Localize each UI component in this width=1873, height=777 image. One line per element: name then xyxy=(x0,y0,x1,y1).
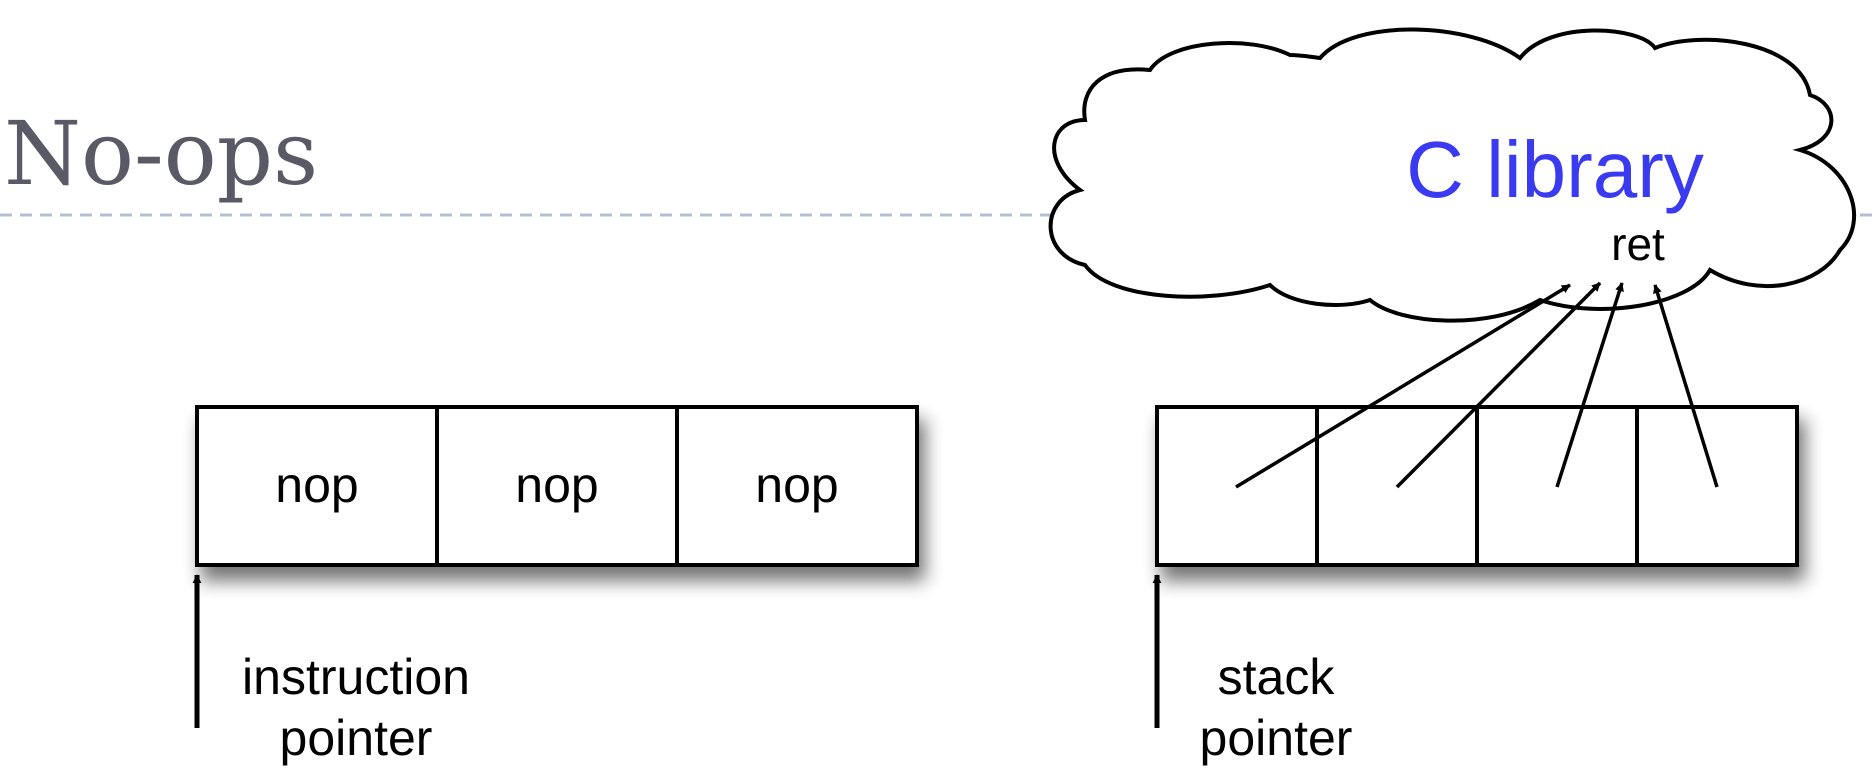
instruction-pointer-label-line1: instruction xyxy=(242,649,470,705)
stack-pointer-label-line2: pointer xyxy=(1200,710,1353,766)
instruction-cell-label: nop xyxy=(755,457,838,513)
instruction-cell xyxy=(675,405,919,567)
instruction-cell-label: nop xyxy=(275,457,358,513)
cloud-shape xyxy=(1048,27,1857,323)
instruction-array xyxy=(195,405,919,567)
c-library-label: C library xyxy=(1406,125,1704,214)
ret-label: ret xyxy=(1611,218,1665,270)
return-address-arrow xyxy=(1235,283,1571,489)
return-address-arrow xyxy=(1395,281,1602,489)
return-address-arrow xyxy=(1653,284,1719,488)
slide-title: No-ops xyxy=(4,102,318,205)
c-library-cloud: C library ret xyxy=(1048,27,1857,323)
instruction-cell xyxy=(195,405,439,567)
instruction-cell-label: nop xyxy=(515,457,598,513)
instruction-pointer-label-line2: pointer xyxy=(280,710,433,766)
instruction-cell xyxy=(435,405,679,567)
return-address-arrow xyxy=(1555,282,1624,488)
stack-pointer-label-line1: stack xyxy=(1218,649,1336,705)
